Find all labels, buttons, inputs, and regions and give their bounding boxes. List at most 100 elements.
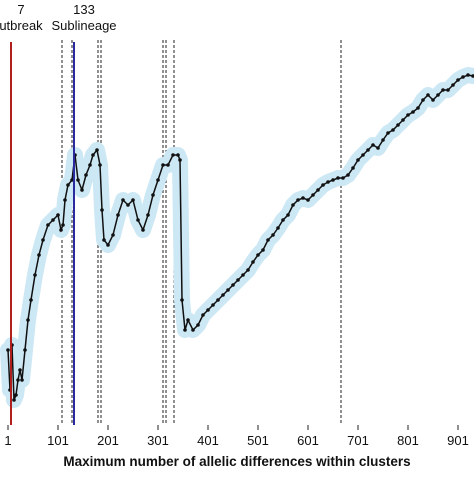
data-point (76, 178, 80, 182)
data-point (151, 193, 155, 197)
data-point (261, 248, 265, 252)
data-point (431, 98, 435, 102)
data-point (88, 163, 92, 167)
data-point (23, 348, 27, 352)
data-point (441, 88, 445, 92)
x-tick-label: 901 (447, 433, 469, 448)
data-point (446, 88, 450, 92)
data-point (37, 253, 41, 257)
data-point (271, 233, 275, 237)
x-tick-label: 801 (397, 433, 419, 448)
data-point (401, 118, 405, 122)
data-point (12, 398, 16, 402)
data-point (381, 138, 385, 142)
x-tick-label: 501 (247, 433, 269, 448)
data-point (6, 348, 10, 352)
data-point (391, 128, 395, 132)
data-point (366, 148, 370, 152)
data-point (56, 213, 60, 217)
data-point (236, 278, 240, 282)
data-point (361, 153, 365, 157)
reference-label: 133 (73, 2, 95, 17)
reference-label: utbreak (0, 18, 43, 33)
data-point (246, 268, 250, 272)
data-point (111, 233, 115, 237)
data-point (191, 328, 195, 332)
data-point (126, 203, 130, 207)
data-point (66, 183, 70, 187)
data-point (281, 218, 285, 222)
data-point (171, 153, 175, 157)
data-point (346, 173, 350, 177)
data-point (70, 178, 74, 182)
data-point (116, 213, 120, 217)
data-point (131, 198, 135, 202)
data-point (156, 178, 160, 182)
reference-label: 7 (17, 2, 24, 17)
data-point (406, 113, 410, 117)
data-point (331, 178, 335, 182)
data-point (276, 226, 280, 230)
data-point (106, 243, 110, 247)
x-tick-label: 301 (147, 433, 169, 448)
data-point (166, 163, 170, 167)
data-point (41, 238, 45, 242)
data-point (471, 74, 474, 78)
data-point (14, 393, 18, 397)
data-point (98, 163, 102, 167)
data-point (216, 298, 220, 302)
data-point (141, 228, 145, 232)
data-point (186, 318, 190, 322)
x-tick-label: 201 (97, 433, 119, 448)
data-point (376, 146, 380, 150)
data-point (183, 328, 187, 332)
data-point (351, 166, 355, 170)
data-point (316, 188, 320, 192)
data-point (461, 75, 465, 79)
data-point (426, 93, 430, 97)
data-point (51, 218, 55, 222)
data-point (196, 323, 200, 327)
data-point (451, 83, 455, 87)
data-point (80, 188, 84, 192)
data-point (411, 110, 415, 114)
data-point (91, 153, 95, 157)
data-point (226, 288, 230, 292)
data-point (386, 131, 390, 135)
data-point (16, 378, 20, 382)
data-point (102, 238, 106, 242)
confidence-band (0, 67, 474, 408)
data-point (326, 180, 330, 184)
data-point (336, 176, 340, 180)
data-point (356, 158, 360, 162)
data-point (321, 183, 325, 187)
data-point (211, 303, 215, 307)
data-point (201, 313, 205, 317)
x-tick-label: 601 (297, 433, 319, 448)
reference-label: Sublineage (51, 18, 116, 33)
data-point (161, 163, 165, 167)
data-point (291, 203, 295, 207)
data-point (176, 153, 180, 157)
data-point (180, 298, 184, 302)
data-point (136, 218, 140, 222)
data-point (296, 198, 300, 202)
data-point (146, 213, 150, 217)
data-point (251, 260, 255, 264)
data-point (46, 223, 50, 227)
data-point (436, 93, 440, 97)
data-point (396, 123, 400, 127)
data-point (84, 173, 88, 177)
data-point (241, 273, 245, 277)
x-tick-label: 101 (47, 433, 69, 448)
data-point (256, 253, 260, 257)
data-point (29, 298, 33, 302)
data-point (206, 308, 210, 312)
data-point (100, 208, 104, 212)
data-point (61, 223, 65, 227)
data-point (456, 78, 460, 82)
data-point (421, 98, 425, 102)
data-point (306, 198, 310, 202)
data-point (26, 318, 30, 322)
